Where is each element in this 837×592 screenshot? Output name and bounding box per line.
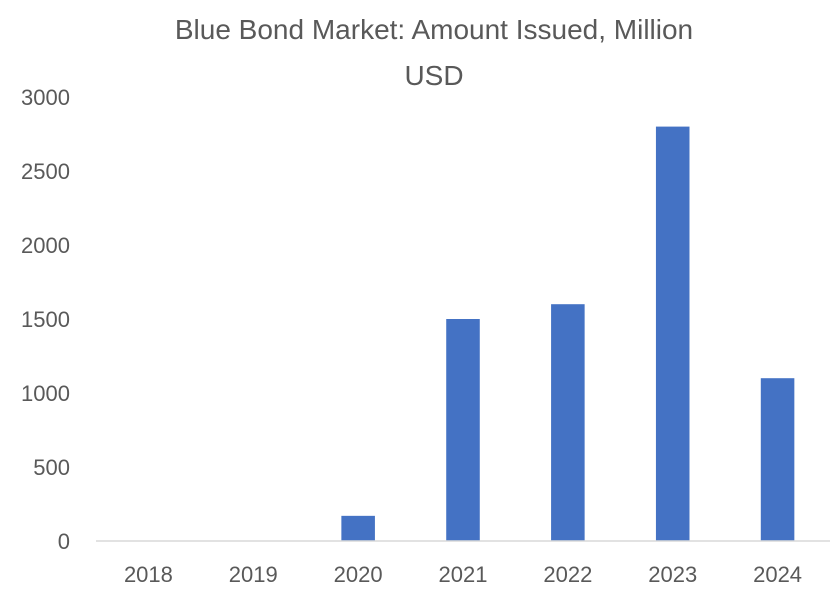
x-axis: 2018 2019 2020 2021 2022 2023 2024 [124, 562, 802, 587]
y-tick-label: 3000 [21, 85, 70, 110]
bar-2024 [760, 378, 795, 541]
bar-2021 [446, 319, 480, 541]
y-tick-label: 1000 [21, 381, 70, 406]
x-tick-label: 2018 [124, 562, 173, 587]
y-tick-label: 500 [33, 455, 70, 480]
y-axis: 0 500 1000 1500 2000 2500 3000 [21, 85, 70, 554]
x-tick-label: 2022 [543, 562, 592, 587]
y-tick-label: 1500 [21, 307, 70, 332]
chart-title-line-1: Blue Bond Market: Amount Issued, Million [175, 14, 693, 45]
chart-title-line-2: USD [404, 60, 463, 91]
x-tick-label: 2021 [439, 562, 488, 587]
y-tick-label: 2500 [21, 159, 70, 184]
bar-series [341, 126, 795, 541]
x-tick-label: 2020 [334, 562, 383, 587]
bar-2023 [655, 126, 690, 541]
bar-2022 [551, 304, 585, 541]
bar-2020 [341, 515, 375, 541]
x-tick-label: 2019 [229, 562, 278, 587]
y-tick-label: 0 [58, 529, 70, 554]
x-tick-label: 2023 [648, 562, 697, 587]
x-tick-label: 2024 [753, 562, 802, 587]
y-tick-label: 2000 [21, 233, 70, 258]
